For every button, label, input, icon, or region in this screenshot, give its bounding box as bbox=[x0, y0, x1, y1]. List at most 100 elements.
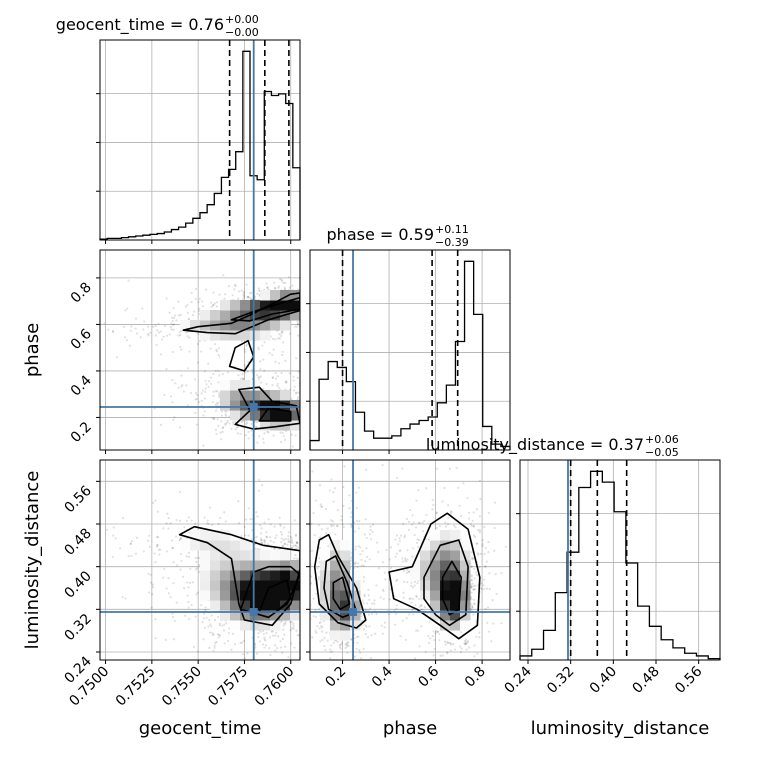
sample-point bbox=[306, 558, 308, 560]
sample-point bbox=[318, 306, 320, 308]
sample-point bbox=[330, 478, 333, 481]
sample-point bbox=[289, 332, 292, 335]
sample-point bbox=[389, 566, 393, 570]
sample-point bbox=[307, 563, 309, 565]
sample-point bbox=[148, 591, 151, 594]
sample-point bbox=[425, 487, 428, 490]
sample-point bbox=[458, 504, 461, 507]
sample-point bbox=[417, 489, 420, 492]
sample-point bbox=[315, 424, 317, 426]
sample-point bbox=[254, 420, 257, 423]
sample-point bbox=[362, 628, 366, 631]
density-cell bbox=[250, 620, 261, 631]
histogram-steps bbox=[519, 470, 721, 660]
sample-point bbox=[196, 556, 200, 559]
sample-point bbox=[473, 588, 476, 591]
sample-point bbox=[474, 571, 477, 574]
sample-point bbox=[381, 632, 384, 635]
sample-point bbox=[136, 332, 139, 335]
sample-point bbox=[474, 535, 477, 539]
sample-point bbox=[231, 294, 234, 297]
sample-point bbox=[171, 378, 174, 382]
sample-point bbox=[358, 519, 361, 523]
sample-point bbox=[195, 593, 198, 596]
sample-point bbox=[207, 625, 210, 628]
sample-point bbox=[347, 644, 350, 647]
sample-point bbox=[233, 288, 236, 291]
sample-point bbox=[129, 542, 132, 546]
sample-point bbox=[170, 328, 173, 331]
sample-point bbox=[367, 309, 369, 311]
sample-point bbox=[297, 391, 300, 394]
sample-point bbox=[476, 542, 479, 545]
sample-point bbox=[318, 546, 321, 549]
sample-point bbox=[474, 584, 477, 587]
sample-point bbox=[211, 633, 214, 636]
density-cell bbox=[290, 560, 300, 571]
sample-point bbox=[218, 392, 221, 395]
sample-point bbox=[187, 516, 191, 519]
sample-point bbox=[306, 597, 308, 599]
sample-point bbox=[411, 586, 414, 589]
sample-point bbox=[312, 296, 314, 298]
sample-point bbox=[431, 508, 434, 511]
sample-point bbox=[225, 622, 228, 625]
sample-point bbox=[500, 622, 503, 625]
sample-point bbox=[348, 494, 351, 497]
sample-point bbox=[211, 631, 214, 634]
sample-point bbox=[268, 352, 271, 355]
sample-point bbox=[167, 592, 170, 595]
sample-point bbox=[303, 303, 305, 305]
sample-point bbox=[187, 600, 190, 604]
sample-point bbox=[297, 634, 300, 637]
sample-point bbox=[355, 506, 358, 510]
sample-point bbox=[371, 602, 374, 605]
sample-point bbox=[205, 383, 208, 386]
panel-frame-1-1 bbox=[309, 249, 511, 451]
sample-point bbox=[280, 371, 283, 375]
sample-point bbox=[471, 605, 474, 609]
sample-point bbox=[330, 523, 333, 527]
sample-point bbox=[478, 479, 482, 482]
sample-point bbox=[242, 639, 245, 643]
sample-point bbox=[291, 284, 294, 287]
sample-point bbox=[301, 581, 303, 583]
sample-point bbox=[433, 647, 436, 651]
sample-point bbox=[328, 489, 331, 492]
sample-point bbox=[153, 552, 156, 555]
sample-point bbox=[311, 627, 313, 629]
sample-point bbox=[182, 390, 185, 393]
sample-point bbox=[180, 374, 183, 377]
sample-point bbox=[257, 376, 260, 379]
sample-point bbox=[240, 641, 244, 644]
sample-point bbox=[380, 624, 383, 627]
sample-point bbox=[294, 554, 297, 557]
sample-point bbox=[303, 319, 305, 321]
sample-point bbox=[279, 523, 282, 526]
sample-point bbox=[266, 286, 269, 290]
sample-point bbox=[204, 379, 207, 383]
sample-point bbox=[358, 648, 361, 652]
sample-point bbox=[216, 633, 219, 636]
density-cell bbox=[220, 300, 231, 311]
sample-point bbox=[215, 350, 218, 353]
density-cell bbox=[250, 300, 261, 311]
sample-point bbox=[404, 534, 407, 537]
sample-point bbox=[477, 553, 480, 556]
density-phase-luminosity_distance bbox=[306, 460, 510, 660]
sample-point bbox=[443, 640, 447, 643]
sample-point bbox=[249, 518, 252, 521]
sample-point bbox=[189, 391, 193, 395]
sample-point bbox=[314, 608, 317, 612]
sample-point bbox=[244, 518, 248, 521]
sample-point bbox=[463, 642, 466, 645]
sample-point bbox=[413, 584, 416, 587]
sample-point bbox=[339, 643, 342, 646]
sample-point bbox=[291, 541, 294, 544]
sample-point bbox=[288, 372, 291, 375]
sample-point bbox=[394, 538, 397, 541]
sample-point bbox=[214, 390, 218, 393]
sample-point bbox=[303, 305, 305, 307]
sample-point bbox=[315, 305, 317, 307]
sample-point bbox=[475, 542, 478, 545]
